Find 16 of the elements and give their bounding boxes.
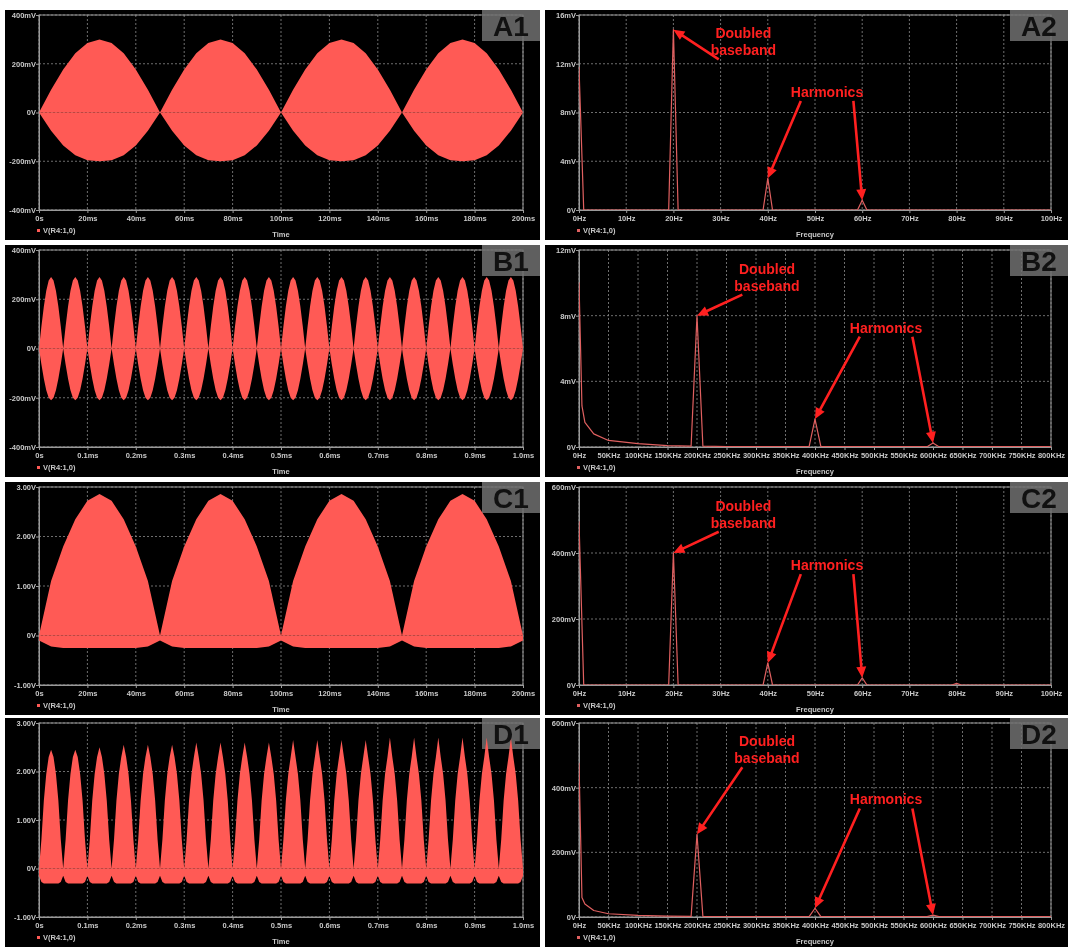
annotation: Harmonics: [790, 83, 864, 100]
annotation: D2: [1021, 719, 1057, 750]
annotation: B1: [493, 246, 529, 277]
annotation: Doubled baseband: [710, 25, 777, 59]
annotation: C1: [493, 483, 529, 514]
annotation: Harmonics: [849, 319, 923, 336]
annotation: B2: [1021, 246, 1057, 277]
annotation: Doubled baseband: [734, 733, 800, 767]
annotation: A2: [1021, 11, 1057, 42]
annotation: Harmonics: [849, 791, 923, 808]
annotation: Doubled baseband: [734, 260, 800, 294]
annotation: C2: [1021, 483, 1057, 514]
annotation: D1: [493, 719, 529, 750]
annotation: Doubled baseband: [710, 497, 777, 531]
annotation: A1: [493, 11, 529, 42]
annotation: Harmonics: [790, 557, 864, 574]
